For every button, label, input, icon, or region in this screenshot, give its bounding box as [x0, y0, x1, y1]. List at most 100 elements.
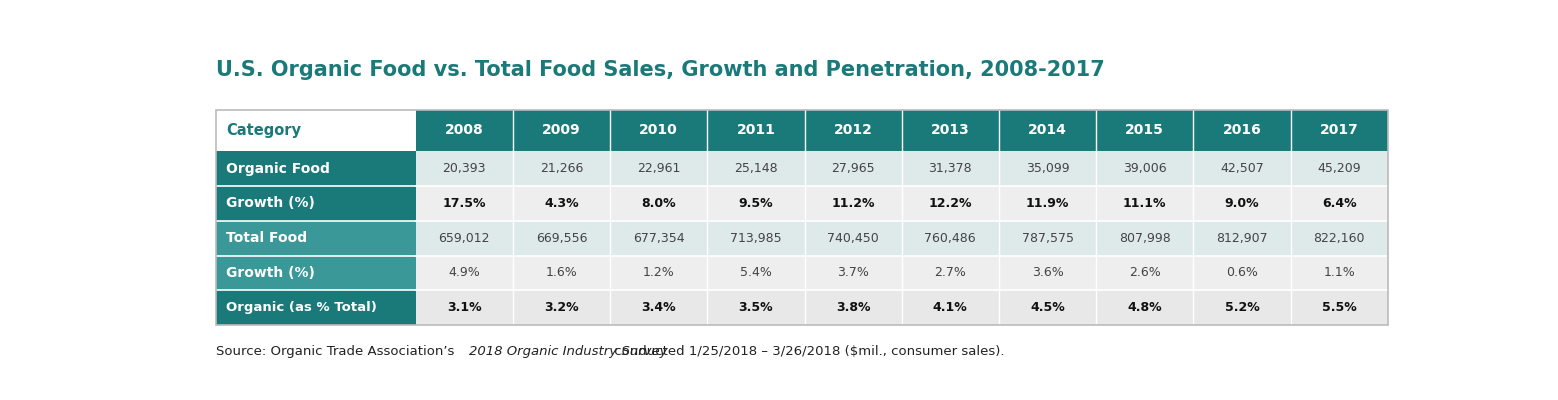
Bar	[1097, 110, 1193, 151]
Bar	[999, 256, 1097, 290]
Bar	[1193, 256, 1290, 290]
Bar	[999, 186, 1097, 221]
Text: 669,556: 669,556	[536, 232, 587, 245]
Text: 8.0%: 8.0%	[642, 197, 676, 210]
Text: Category: Category	[226, 123, 301, 138]
Bar	[707, 256, 804, 290]
Text: 9.5%: 9.5%	[738, 197, 773, 210]
Text: 2008: 2008	[446, 123, 483, 137]
Text: 2016: 2016	[1223, 123, 1262, 137]
Text: 6.4%: 6.4%	[1321, 197, 1357, 210]
Text: 4.5%: 4.5%	[1030, 301, 1064, 314]
Bar	[416, 151, 513, 186]
Text: 4.8%: 4.8%	[1128, 301, 1162, 314]
Bar	[1290, 186, 1388, 221]
Bar	[416, 290, 513, 325]
Bar	[1097, 151, 1193, 186]
Text: U.S. Organic Food vs. Total Food Sales, Growth and Penetration, 2008-2017: U.S. Organic Food vs. Total Food Sales, …	[217, 60, 1105, 80]
Text: Growth (%): Growth (%)	[226, 266, 315, 280]
Bar	[217, 256, 416, 290]
Bar	[217, 221, 416, 256]
Bar	[217, 151, 416, 186]
Bar	[611, 151, 707, 186]
Text: 2009: 2009	[542, 123, 581, 137]
Text: 20,393: 20,393	[442, 162, 486, 175]
Text: 5.5%: 5.5%	[1321, 301, 1357, 314]
Bar	[902, 186, 999, 221]
Text: 812,907: 812,907	[1217, 232, 1268, 245]
Bar	[1097, 221, 1193, 256]
Text: 0.6%: 0.6%	[1226, 266, 1257, 280]
Text: 1.6%: 1.6%	[545, 266, 578, 280]
Text: 2013: 2013	[932, 123, 969, 137]
Bar	[416, 256, 513, 290]
Text: conducted 1/25/2018 – 3/26/2018 ($mil., consumer sales).: conducted 1/25/2018 – 3/26/2018 ($mil., …	[609, 345, 1005, 358]
Text: Organic Food: Organic Food	[226, 162, 330, 176]
Text: 787,575: 787,575	[1022, 232, 1073, 245]
Text: 21,266: 21,266	[539, 162, 583, 175]
Bar	[513, 256, 611, 290]
Bar	[804, 256, 902, 290]
Text: 3.5%: 3.5%	[738, 301, 773, 314]
Bar	[217, 110, 1388, 325]
Bar	[217, 290, 416, 325]
Bar	[902, 151, 999, 186]
Text: 17.5%: 17.5%	[442, 197, 486, 210]
Bar	[804, 186, 902, 221]
Text: 2014: 2014	[1028, 123, 1067, 137]
Text: 35,099: 35,099	[1025, 162, 1069, 175]
Text: 25,148: 25,148	[734, 162, 777, 175]
Bar	[804, 290, 902, 325]
Text: 3.8%: 3.8%	[835, 301, 871, 314]
Text: 2015: 2015	[1125, 123, 1164, 137]
Text: 2.7%: 2.7%	[935, 266, 966, 280]
Bar	[1290, 290, 1388, 325]
Bar	[1193, 290, 1290, 325]
Bar	[804, 221, 902, 256]
Bar	[416, 186, 513, 221]
Bar	[999, 290, 1097, 325]
Bar	[804, 151, 902, 186]
Text: 11.2%: 11.2%	[832, 197, 876, 210]
Text: Total Food: Total Food	[226, 231, 307, 245]
Bar	[513, 110, 611, 151]
Text: 4.3%: 4.3%	[544, 197, 580, 210]
Text: 11.9%: 11.9%	[1025, 197, 1069, 210]
Text: 42,507: 42,507	[1220, 162, 1264, 175]
Bar	[513, 290, 611, 325]
Text: 4.9%: 4.9%	[449, 266, 480, 280]
Bar	[1193, 151, 1290, 186]
Text: 713,985: 713,985	[731, 232, 782, 245]
Text: 22,961: 22,961	[637, 162, 681, 175]
Text: 1.2%: 1.2%	[643, 266, 675, 280]
Text: 659,012: 659,012	[438, 232, 491, 245]
Bar	[902, 110, 999, 151]
Text: 9.0%: 9.0%	[1225, 197, 1259, 210]
Text: 3.1%: 3.1%	[447, 301, 481, 314]
Bar	[1097, 256, 1193, 290]
Text: 5.2%: 5.2%	[1225, 301, 1259, 314]
Bar	[217, 186, 416, 221]
Bar	[1290, 221, 1388, 256]
Text: 677,354: 677,354	[633, 232, 684, 245]
Bar	[902, 221, 999, 256]
Bar	[416, 221, 513, 256]
Bar	[1290, 110, 1388, 151]
Bar	[611, 256, 707, 290]
Text: 11.1%: 11.1%	[1123, 197, 1167, 210]
Bar	[1097, 186, 1193, 221]
Bar	[902, 290, 999, 325]
Text: 2.6%: 2.6%	[1130, 266, 1161, 280]
Bar	[707, 110, 804, 151]
Text: 2018 Organic Industry Survey: 2018 Organic Industry Survey	[469, 345, 667, 358]
Bar	[513, 221, 611, 256]
Text: 740,450: 740,450	[827, 232, 879, 245]
Bar	[611, 221, 707, 256]
Bar	[902, 256, 999, 290]
Bar	[217, 110, 416, 151]
Bar	[513, 186, 611, 221]
Bar	[416, 110, 513, 151]
Bar	[707, 290, 804, 325]
Text: 1.1%: 1.1%	[1323, 266, 1355, 280]
Text: 2017: 2017	[1320, 123, 1359, 137]
